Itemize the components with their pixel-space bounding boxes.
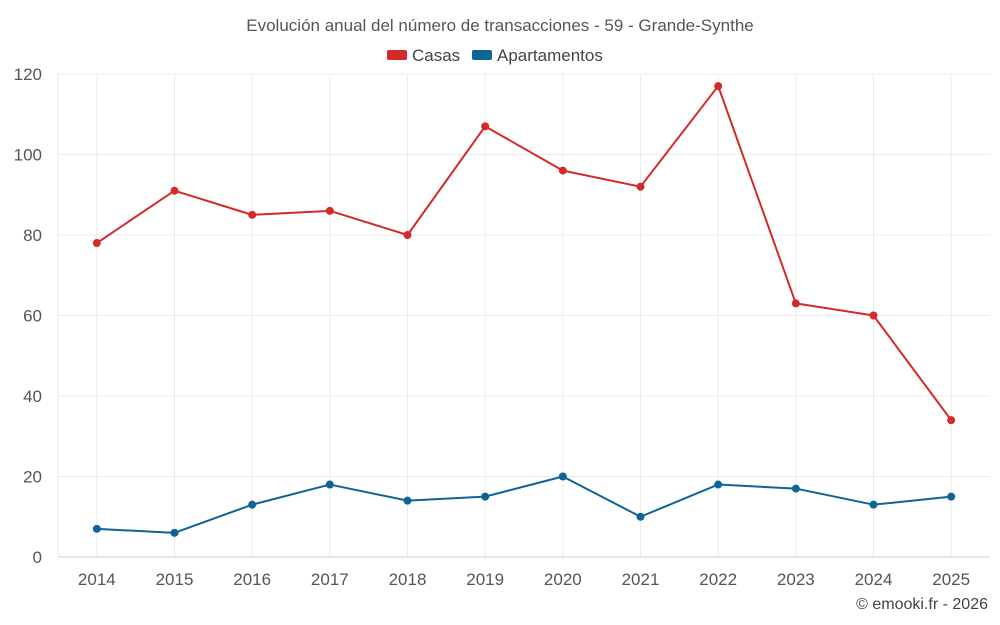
y-tick-label: 20 — [23, 468, 42, 487]
x-tick-label: 2024 — [855, 570, 893, 589]
x-tick-label: 2021 — [622, 570, 660, 589]
x-tick-label: 2016 — [233, 570, 271, 589]
y-tick-label: 40 — [23, 387, 42, 406]
grid — [57, 73, 990, 558]
x-tick-label: 2015 — [156, 570, 194, 589]
legend-item-casas[interactable]: Casas — [387, 46, 460, 65]
data-point-apartamentos[interactable] — [791, 484, 800, 493]
x-tick-label: 2014 — [78, 570, 116, 589]
x-tick-label: 2022 — [699, 570, 737, 589]
x-tick-label: 2025 — [932, 570, 970, 589]
data-point-apartamentos[interactable] — [947, 492, 956, 501]
data-point-casas[interactable] — [558, 166, 567, 175]
y-tick-label: 120 — [14, 65, 42, 84]
data-point-apartamentos[interactable] — [403, 496, 412, 505]
legend-item-apartamentos[interactable]: Apartamentos — [472, 46, 603, 65]
x-tick-label: 2017 — [311, 570, 349, 589]
data-point-casas[interactable] — [791, 299, 800, 308]
y-tick-label: 60 — [23, 307, 42, 326]
series-casas — [92, 82, 956, 425]
data-point-apartamentos[interactable] — [92, 524, 101, 533]
series — [92, 82, 956, 537]
legend: Casas Apartamentos — [387, 46, 603, 65]
data-point-apartamentos[interactable] — [481, 492, 490, 501]
data-point-apartamentos[interactable] — [170, 528, 179, 537]
chart-title: Evolución anual del número de transaccio… — [246, 16, 753, 35]
data-point-casas[interactable] — [714, 82, 723, 91]
x-tick-label: 2023 — [777, 570, 815, 589]
series-line-apartamentos — [96, 475, 952, 534]
x-axis-ticks: 2014 2015 2016 2017 2018 2019 2020 2021 2022 2023… — [78, 570, 970, 589]
credit-text: © emooki.fr - 2026 — [856, 596, 988, 613]
data-point-apartamentos[interactable] — [636, 512, 645, 521]
y-tick-label: 100 — [14, 146, 42, 165]
data-point-casas[interactable] — [869, 311, 878, 320]
data-point-apartamentos[interactable] — [558, 472, 567, 481]
data-point-apartamentos[interactable] — [248, 500, 257, 509]
data-point-casas[interactable] — [636, 182, 645, 191]
x-tick-label: 2019 — [466, 570, 504, 589]
y-tick-label: 0 — [33, 548, 42, 567]
data-point-apartamentos[interactable] — [325, 480, 334, 489]
legend-label-apartamentos: Apartamentos — [497, 46, 603, 65]
legend-swatch-casas — [387, 50, 407, 60]
legend-swatch-apartamentos — [472, 50, 492, 60]
data-point-casas[interactable] — [325, 206, 334, 215]
legend-label-casas: Casas — [412, 46, 460, 65]
data-point-casas[interactable] — [403, 231, 412, 239]
y-tick-label: 80 — [23, 226, 42, 245]
data-point-casas[interactable] — [481, 122, 490, 131]
x-tick-label: 2020 — [544, 570, 582, 589]
data-point-casas[interactable] — [947, 416, 956, 425]
data-point-apartamentos[interactable] — [869, 500, 878, 509]
data-point-casas[interactable] — [248, 210, 257, 219]
x-tick-label: 2018 — [389, 570, 427, 589]
data-point-apartamentos[interactable] — [714, 480, 723, 489]
y-axis-ticks: 0 20 40 60 80 100 120 — [14, 65, 42, 567]
data-point-casas[interactable] — [92, 239, 101, 248]
series-apartamentos — [92, 472, 956, 537]
data-point-casas[interactable] — [170, 186, 179, 195]
series-line-casas — [96, 85, 952, 421]
